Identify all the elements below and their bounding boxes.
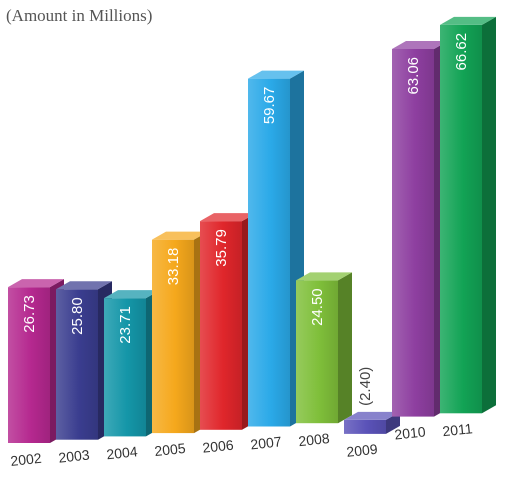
value-label-2002: 26.73 xyxy=(21,295,38,333)
bar-2006: 35.79 xyxy=(200,213,256,430)
bar-2004: 23.71 xyxy=(104,290,160,437)
bar-front-2009 xyxy=(344,419,386,434)
bar-2003: 25.80 xyxy=(56,281,112,440)
x-tick-label-2011: 2011 xyxy=(442,420,474,439)
bar-side-2008 xyxy=(338,272,352,424)
bar-front-2006 xyxy=(200,221,242,430)
value-label-2008: 24.50 xyxy=(309,288,326,326)
bar-side-2011 xyxy=(482,16,496,414)
x-tick-label-2002: 2002 xyxy=(10,450,43,469)
value-label-2005: 33.18 xyxy=(165,248,182,286)
value-label-2006: 35.79 xyxy=(213,229,230,267)
x-tick-label-2007: 2007 xyxy=(250,433,283,452)
bar-top-2008 xyxy=(296,272,352,281)
bar-front-2003 xyxy=(56,289,98,440)
bar-front-2008 xyxy=(296,280,338,424)
bar-2011: 66.62 xyxy=(440,16,496,414)
value-label-2003: 25.80 xyxy=(69,297,86,335)
bar-2008: 24.50 xyxy=(296,272,352,424)
bar-2009: (2.40) xyxy=(344,367,400,434)
chart-subtitle: (Amount in Millions) xyxy=(6,6,153,25)
bar-front-2010 xyxy=(392,48,434,417)
value-label-2011: 66.62 xyxy=(453,33,470,71)
x-tick-label-2004: 2004 xyxy=(106,443,139,462)
bar-front-2007 xyxy=(248,78,290,427)
x-tick-label-2008: 2008 xyxy=(298,430,331,449)
bar-top-2005 xyxy=(152,231,208,240)
bar-top-2006 xyxy=(200,213,256,222)
x-tick-label-2003: 2003 xyxy=(58,446,91,465)
bar-front-2004 xyxy=(104,298,146,437)
bar-2005: 33.18 xyxy=(152,231,208,434)
value-label-2009: (2.40) xyxy=(357,367,374,406)
bar-top-2011 xyxy=(440,16,496,25)
bar-front-2005 xyxy=(152,239,194,434)
bar-side-2009 xyxy=(386,411,400,434)
bar-top-2007 xyxy=(248,70,304,79)
bar-2002: 26.73 xyxy=(8,279,64,443)
value-label-2010: 63.06 xyxy=(405,57,422,95)
bar-top-2004 xyxy=(104,290,160,299)
x-tick-label-2005: 2005 xyxy=(154,440,187,459)
bar-front-2011 xyxy=(440,24,482,414)
bar-top-2009 xyxy=(344,411,400,420)
value-label-2004: 23.71 xyxy=(117,306,134,344)
bar-top-2003 xyxy=(56,281,112,290)
value-label-2007: 59.67 xyxy=(261,87,278,125)
x-tick-label-2006: 2006 xyxy=(202,437,235,456)
bar-2007: 59.67 xyxy=(248,70,304,427)
x-tick-label-2009: 2009 xyxy=(346,441,379,460)
bar-front-2002 xyxy=(8,287,50,443)
x-tick-label-2010: 2010 xyxy=(394,423,427,442)
bar-top-2010 xyxy=(392,40,448,49)
bar-2010: 63.06 xyxy=(392,40,448,417)
bar-top-2002 xyxy=(8,279,64,288)
